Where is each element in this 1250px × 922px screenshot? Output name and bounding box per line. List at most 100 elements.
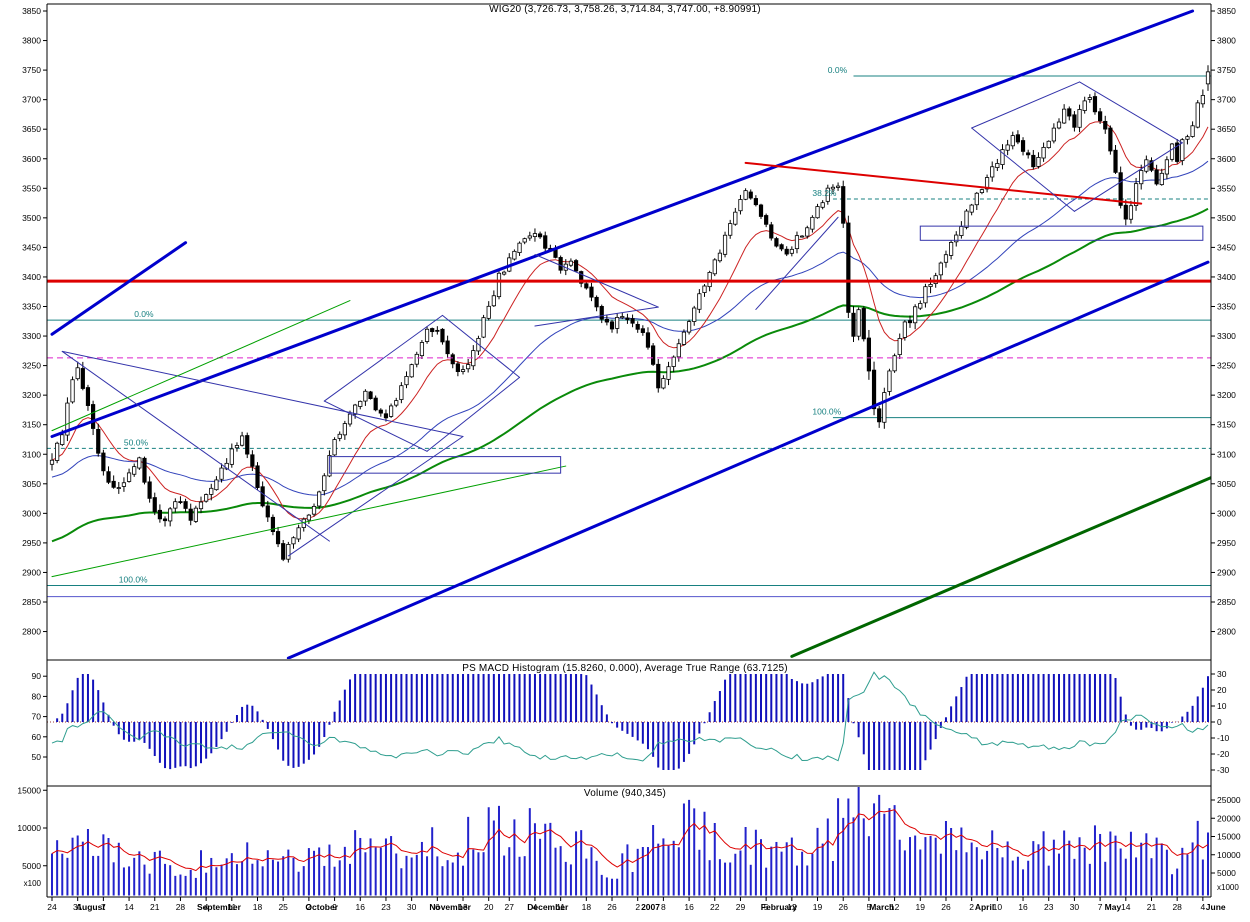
fib-label: 50.0% xyxy=(124,437,149,447)
candle-up xyxy=(322,475,327,492)
candle-down xyxy=(651,345,656,365)
price-tick-label-right: 3050 xyxy=(1217,479,1236,489)
candle-up xyxy=(517,242,522,254)
candle-up xyxy=(522,238,527,243)
date-tick-label: 4 xyxy=(533,902,538,912)
candle-up xyxy=(702,285,707,293)
price-tick-label-right: 3400 xyxy=(1217,272,1236,282)
candle-down xyxy=(111,480,116,488)
price-tick-label-right: 3200 xyxy=(1217,390,1236,400)
triangle1-steep xyxy=(61,350,330,542)
candle-up xyxy=(409,364,414,378)
candle-up xyxy=(1056,121,1062,129)
atr-tick-label: 50 xyxy=(32,752,42,762)
price-tick-label-right: 3750 xyxy=(1217,65,1236,75)
candle-up xyxy=(856,309,861,337)
candle-up xyxy=(388,405,394,417)
candle-up xyxy=(424,328,430,342)
candle-down xyxy=(579,271,584,284)
macd-tick-label: 0 xyxy=(1217,717,1222,727)
price-tick-label-right: 3000 xyxy=(1217,508,1236,518)
candle-up xyxy=(193,507,198,522)
candle-up xyxy=(460,369,466,372)
candle-up xyxy=(229,448,234,465)
candle-up xyxy=(974,192,979,206)
candle-up xyxy=(707,272,712,288)
date-tick-label: 4 xyxy=(204,902,209,912)
triangle1-upper xyxy=(61,350,464,438)
candle-up xyxy=(979,189,985,193)
date-tick-label: 19 xyxy=(813,902,823,912)
candle-up xyxy=(404,376,409,386)
candle-up xyxy=(414,353,419,365)
date-tick-label: 4 xyxy=(1200,902,1205,912)
candle-up xyxy=(666,366,671,380)
candle-up xyxy=(1005,144,1010,151)
candle-up xyxy=(286,544,291,560)
candle-up xyxy=(943,254,949,263)
candle-down xyxy=(188,508,193,521)
month-label: September xyxy=(197,902,242,912)
price-tick-label-left: 3800 xyxy=(22,36,41,46)
candle-down xyxy=(383,413,389,419)
candle-up xyxy=(481,317,486,338)
date-tick-label: 27 xyxy=(505,902,515,912)
candle-up xyxy=(815,206,820,219)
candle-up xyxy=(512,250,517,260)
candle-up xyxy=(363,390,368,402)
candle-up xyxy=(204,494,209,502)
price-tick-label-left: 3600 xyxy=(22,154,41,164)
price-tick-label-left: 3100 xyxy=(22,449,41,459)
macd-panel-title: PS MACD Histogram (15.8260, 0.000), Aver… xyxy=(462,663,788,674)
month-label: November xyxy=(429,902,471,912)
date-tick-label: 12 xyxy=(787,902,797,912)
candle-down xyxy=(101,452,106,472)
candle-up xyxy=(1200,95,1205,105)
feb-downtrend-line xyxy=(744,161,1143,205)
candle-down xyxy=(80,368,85,389)
candle-down xyxy=(373,397,378,411)
diamond1-nw xyxy=(323,314,443,402)
macd-tick-label: 30 xyxy=(1217,669,1227,679)
candle-up xyxy=(728,223,733,236)
date-tick-label: 9 xyxy=(332,902,337,912)
price-tick-label-right: 3500 xyxy=(1217,213,1236,223)
candle-down xyxy=(96,429,101,454)
candle-up xyxy=(1190,125,1195,137)
volume-tick-label-left: 10000 xyxy=(17,823,41,833)
candle-down xyxy=(846,222,851,313)
candle-up xyxy=(964,210,969,228)
date-tick-label: 10 xyxy=(993,902,1003,912)
atr-tick-label: 80 xyxy=(32,691,42,701)
candle-up xyxy=(949,241,954,256)
candle-down xyxy=(178,501,183,503)
price-tick-label-right: 3700 xyxy=(1217,95,1236,105)
wedge-dec-upper xyxy=(534,253,659,308)
price-tick-label-left: 3750 xyxy=(22,65,41,75)
month-label: April xyxy=(975,902,994,912)
date-tick-label: 20 xyxy=(484,902,494,912)
candle-down xyxy=(774,238,779,247)
volume-tick-label-right: 10000 xyxy=(1217,850,1241,860)
date-tick-label: 13 xyxy=(458,902,468,912)
price-tick-label-left: 2900 xyxy=(22,567,41,577)
candle-up xyxy=(502,271,507,275)
candle-up xyxy=(738,199,743,212)
candle-down xyxy=(753,198,758,206)
candle-down xyxy=(440,328,445,343)
candle-down xyxy=(1108,127,1113,152)
candle-up xyxy=(347,413,353,425)
volume-panel-title: Volume (940,345) xyxy=(583,788,667,799)
diamond2-nw xyxy=(971,81,1081,129)
candle-up xyxy=(1180,139,1185,161)
date-tick-label: 18 xyxy=(253,902,263,912)
candle-up xyxy=(1077,109,1082,128)
diamond2-se xyxy=(1073,142,1183,212)
candle-down xyxy=(1175,142,1180,162)
volume-tick-label-left: 15000 xyxy=(17,785,41,795)
atr-line xyxy=(51,671,1209,762)
price-tick-label-right: 3300 xyxy=(1217,331,1236,341)
candle-up xyxy=(1051,127,1056,142)
candle-up xyxy=(620,316,625,319)
candle-down xyxy=(152,497,157,513)
